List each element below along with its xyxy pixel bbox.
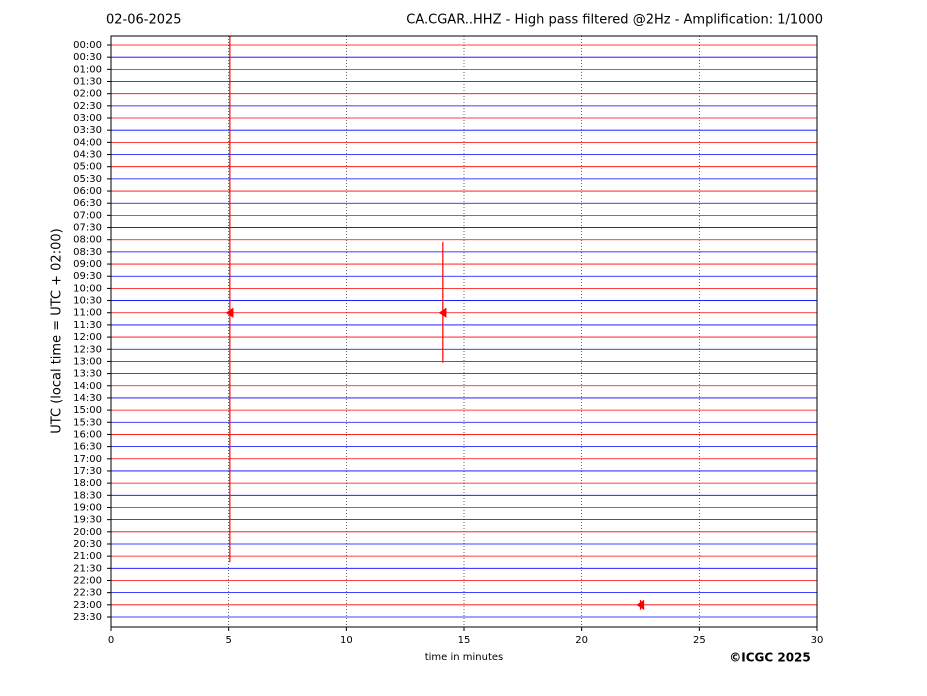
- x-tick-label: 15: [458, 635, 471, 646]
- y-tick-label: 07:00: [73, 210, 102, 221]
- x-tick-label: 30: [811, 635, 824, 646]
- y-tick-label: 01:00: [73, 64, 102, 75]
- y-tick-label: 00:00: [73, 40, 102, 51]
- y-tick-label: 05:00: [73, 162, 102, 173]
- x-tick-label: 20: [575, 635, 588, 646]
- y-tick-label: 00:30: [73, 52, 102, 63]
- y-tick-label: 09:30: [73, 271, 102, 282]
- y-tick-label: 17:30: [73, 466, 102, 477]
- y-tick-label: 03:30: [73, 125, 102, 136]
- event: [438, 242, 447, 363]
- y-tick-label: 12:30: [73, 344, 102, 355]
- plot-area: [111, 36, 817, 627]
- y-tick-label: 06:00: [73, 186, 102, 197]
- y-tick-label: 13:30: [73, 369, 102, 380]
- event: [636, 599, 645, 610]
- y-tick-label: 08:30: [73, 247, 102, 258]
- y-tick-label: 04:00: [73, 137, 102, 148]
- y-tick-label: 11:00: [73, 308, 102, 319]
- y-tick-label: 10:00: [73, 283, 102, 294]
- y-tick-label: 09:00: [73, 259, 102, 270]
- y-tick-label: 05:30: [73, 174, 102, 185]
- y-tick-label: 16:00: [73, 429, 102, 440]
- y-tick-label: 21:30: [73, 563, 102, 574]
- y-tick-label: 12:00: [73, 332, 102, 343]
- x-tick-label: 10: [340, 635, 353, 646]
- y-tick-label: 19:00: [73, 502, 102, 513]
- y-tick-label: 02:00: [73, 89, 102, 100]
- y-tick-label: 21:00: [73, 551, 102, 562]
- credit: ©ICGC 2025: [729, 651, 811, 665]
- x-tick-label: 5: [225, 635, 231, 646]
- event: [225, 36, 234, 563]
- y-tick-label: 08:00: [73, 235, 102, 246]
- y-tick-label: 22:00: [73, 575, 102, 586]
- y-tick-label: 18:30: [73, 490, 102, 501]
- y-tick-label: 23:30: [73, 612, 102, 623]
- y-tick-label: 15:30: [73, 417, 102, 428]
- plot-frame: [110, 35, 818, 628]
- y-tick-label: 14:30: [73, 393, 102, 404]
- y-tick-label: 13:00: [73, 356, 102, 367]
- y-tick-label: 20:00: [73, 527, 102, 538]
- x-axis-label: time in minutes: [425, 652, 504, 663]
- y-tick-label: 10:30: [73, 296, 102, 307]
- y-tick-label: 07:30: [73, 223, 102, 234]
- y-tick-label: 20:30: [73, 539, 102, 550]
- y-tick-label: 01:30: [73, 77, 102, 88]
- y-tick-label: 16:30: [73, 442, 102, 453]
- y-axis-label: UTC (local time = UTC + 02:00): [50, 228, 65, 433]
- y-tick-label: 18:00: [73, 478, 102, 489]
- y-tick-label: 17:00: [73, 454, 102, 465]
- y-tick-label: 22:30: [73, 588, 102, 599]
- x-tick-label: 0: [108, 635, 114, 646]
- y-tick-label: 23:00: [73, 600, 102, 611]
- y-tick-label: 11:30: [73, 320, 102, 331]
- y-tick-label: 03:00: [73, 113, 102, 124]
- y-tick-label: 19:30: [73, 515, 102, 526]
- y-tick-label: 14:00: [73, 381, 102, 392]
- chart-title: CA.CGAR..HHZ - High pass filtered @2Hz -…: [406, 13, 823, 28]
- y-tick-label: 15:00: [73, 405, 102, 416]
- y-tick-label: 06:30: [73, 198, 102, 209]
- y-tick-label: 02:30: [73, 101, 102, 112]
- x-tick-label: 25: [693, 635, 706, 646]
- y-tick-label: 04:30: [73, 150, 102, 161]
- date: 02-06-2025: [106, 13, 182, 28]
